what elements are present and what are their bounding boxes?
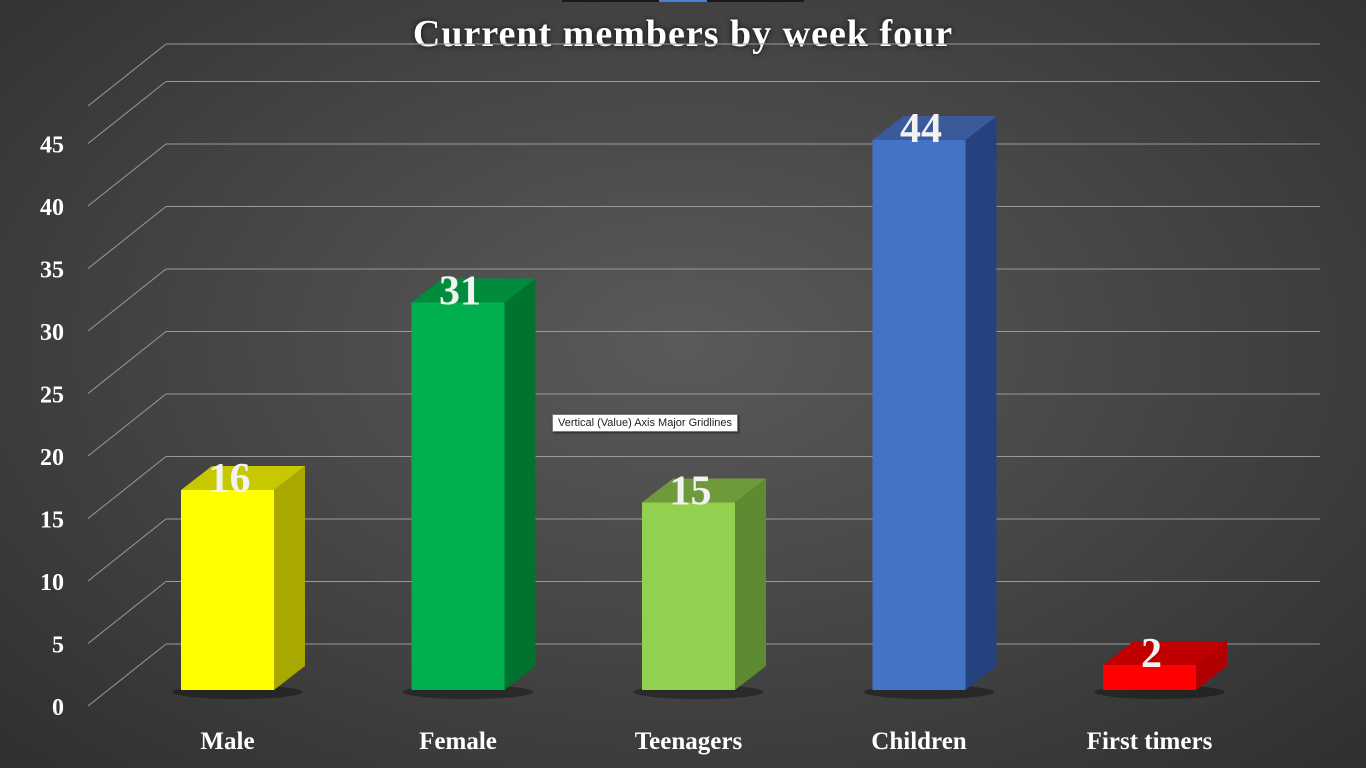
data-label[interactable]: 44: [900, 106, 942, 152]
bar-male[interactable]: [172, 466, 305, 699]
bar-teenagers[interactable]: [633, 478, 766, 700]
x-tick-label: Teenagers: [635, 728, 743, 755]
gridline[interactable]: [87, 456, 1320, 519]
gridline[interactable]: [87, 331, 1320, 394]
y-tick-label: 20: [40, 445, 64, 471]
x-tick-label: Children: [871, 728, 966, 755]
data-label[interactable]: 31: [439, 269, 481, 315]
y-tick-label: 10: [40, 570, 64, 596]
selection-marker-accent: [659, 0, 707, 2]
gridline[interactable]: [87, 268, 1320, 332]
gridline[interactable]: [87, 81, 1320, 144]
bar-first-timers[interactable]: [1094, 641, 1227, 699]
gridline[interactable]: [87, 43, 1320, 107]
data-label[interactable]: 15: [670, 469, 712, 515]
y-tick-label: 0: [52, 695, 64, 721]
y-tick-label: 15: [40, 508, 64, 534]
x-tick-label: Female: [419, 728, 497, 755]
x-tick-label: First timers: [1087, 728, 1213, 755]
gridlines-tooltip: Vertical (Value) Axis Major Gridlines: [552, 414, 739, 432]
bar-female[interactable]: [402, 278, 536, 700]
data-label[interactable]: 2: [1141, 631, 1162, 677]
gridline[interactable]: [87, 143, 1320, 207]
bar-children[interactable]: [863, 116, 997, 699]
gridline[interactable]: [87, 393, 1320, 457]
y-tick-label: 40: [40, 195, 64, 221]
x-tick-label: Male: [200, 728, 254, 755]
gridline[interactable]: [87, 206, 1320, 269]
data-label[interactable]: 16: [209, 456, 251, 502]
chart-title[interactable]: Current members by week four: [412, 13, 954, 55]
y-tick-label: 35: [40, 258, 64, 284]
y-tick-label: 25: [40, 383, 64, 409]
y-tick-label: 30: [40, 320, 64, 346]
y-tick-label: 45: [40, 133, 64, 159]
y-tick-label: 5: [52, 633, 64, 659]
